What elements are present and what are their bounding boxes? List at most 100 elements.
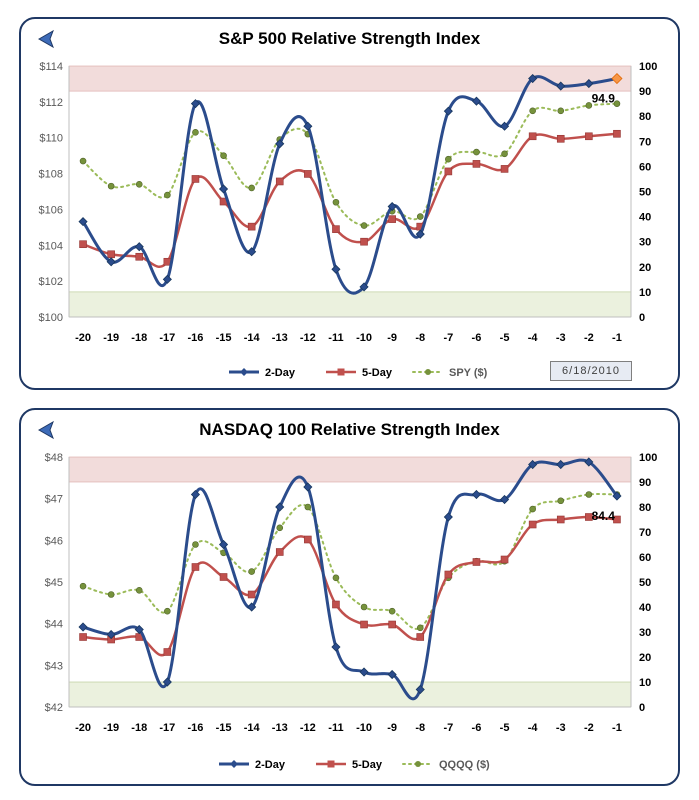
x-tick-label: -5 xyxy=(500,332,510,344)
two-day-point xyxy=(415,229,425,239)
x-tick-label: -1 xyxy=(612,332,622,344)
price-point xyxy=(585,102,593,109)
x-tick-label: -10 xyxy=(356,332,372,344)
five-day-point xyxy=(247,590,256,599)
left-tick-label: $108 xyxy=(39,169,63,181)
price-point xyxy=(501,150,508,158)
five-day-point xyxy=(500,555,509,564)
two-day-point xyxy=(584,457,594,467)
legend-five-day-marker xyxy=(327,760,335,768)
price-point xyxy=(529,505,536,513)
right-tick-label: 90 xyxy=(639,477,651,489)
two-day-point xyxy=(134,242,144,252)
five-day-point xyxy=(416,633,425,641)
left-tick-label: $110 xyxy=(39,133,63,145)
left-tick-label: $42 xyxy=(45,702,63,714)
price-point xyxy=(557,107,565,115)
right-tick-label: 40 xyxy=(639,212,651,224)
x-tick-label: -4 xyxy=(528,722,539,734)
right-tick-label: 30 xyxy=(639,237,651,249)
x-tick-label: -6 xyxy=(472,722,482,734)
x-tick-label: -15 xyxy=(216,332,232,344)
price-point xyxy=(388,607,396,615)
five-day-point xyxy=(332,600,340,609)
two-day-point xyxy=(331,264,341,274)
five-day-point xyxy=(304,535,312,544)
two-day-point xyxy=(359,282,369,292)
oversold-band xyxy=(68,681,632,708)
chart-svg: $100 $102 $104 $106 $108 $110 $112 $114 0 10 20 30 4… xyxy=(37,29,657,379)
two-day-point xyxy=(331,642,341,652)
right-tick-label: 10 xyxy=(639,677,651,689)
legend-two-day-marker xyxy=(230,760,238,768)
right-tick-label: 70 xyxy=(639,136,651,148)
x-tick-label: -3 xyxy=(556,332,566,344)
two-day-point xyxy=(556,81,566,91)
price-point xyxy=(248,568,255,575)
two-day-point xyxy=(359,667,369,677)
x-tick-label: -16 xyxy=(187,722,203,734)
five-day-point xyxy=(360,620,368,629)
price-point xyxy=(416,213,424,220)
price-point xyxy=(164,191,171,199)
overbought-band xyxy=(68,456,632,483)
five-day-point xyxy=(444,570,453,579)
x-tick-label: -18 xyxy=(131,722,147,734)
right-tick-label: 50 xyxy=(639,577,651,589)
left-tick-label: $106 xyxy=(39,204,63,216)
nasdaq100-rsi-panel: NASDAQ 100 Relative Strength Index $42 $4… xyxy=(19,408,680,786)
two-day-line xyxy=(82,458,619,701)
right-tick-label: 50 xyxy=(639,187,651,199)
data-label: 84.4 xyxy=(592,509,616,523)
five-day-point xyxy=(79,633,87,641)
five-day-point xyxy=(556,515,565,524)
x-tick-label: -10 xyxy=(356,722,372,734)
legend-five-day-label: 5-Day xyxy=(352,759,383,771)
chart-title: NASDAQ 100 Relative Strength Index xyxy=(199,420,500,439)
legend-price-marker xyxy=(425,369,431,375)
right-tick-label: 90 xyxy=(639,86,651,98)
x-tick-label: -11 xyxy=(328,722,343,734)
x-tick-label: -13 xyxy=(272,722,288,734)
x-tick-label: -17 xyxy=(159,722,175,734)
two-day-point xyxy=(247,247,257,257)
x-tick-label: -9 xyxy=(387,722,397,734)
two-day-point xyxy=(275,502,285,512)
five-day-point xyxy=(275,177,284,186)
x-tick-label: -3 xyxy=(556,722,566,734)
chart-title: S&P 500 Relative Strength Index xyxy=(218,29,481,48)
five-day-point xyxy=(528,132,537,141)
x-tick-label: -18 xyxy=(131,332,147,344)
x-tick-label: -12 xyxy=(300,332,316,344)
x-tick-label: -9 xyxy=(387,332,397,344)
left-tick-label: $45 xyxy=(45,577,63,589)
five-day-point xyxy=(388,620,396,629)
two-day-point xyxy=(443,512,453,522)
two-day-point xyxy=(303,482,313,492)
right-tick-label: 20 xyxy=(639,262,651,274)
right-tick-label: 60 xyxy=(639,161,651,173)
five-day-point xyxy=(79,240,87,249)
x-tick-label: -19 xyxy=(103,722,119,734)
price-point xyxy=(135,181,143,188)
five-day-point xyxy=(332,225,340,233)
price-series-line xyxy=(82,493,618,630)
right-tick-label: 100 xyxy=(639,452,657,464)
five-day-point xyxy=(304,170,312,178)
price-point xyxy=(445,155,452,163)
two-day-point xyxy=(275,139,285,149)
five-day-point xyxy=(613,515,621,524)
x-tick-label: -15 xyxy=(216,722,232,734)
two-day-point xyxy=(303,121,313,131)
sp500-rsi-panel: S&P 500 Relative Strength Index 6/18/201… xyxy=(19,17,680,390)
price-point xyxy=(557,497,565,505)
right-tick-label: 80 xyxy=(639,502,651,514)
x-tick-label: -7 xyxy=(443,332,453,344)
five-day-point xyxy=(163,648,172,656)
x-tick-label: -2 xyxy=(584,722,594,734)
left-tick-label: $112 xyxy=(39,97,63,109)
price-point xyxy=(107,182,115,190)
right-tick-label: 0 xyxy=(639,312,645,324)
legend-two-day-label: 2-Day xyxy=(265,367,296,379)
five-day-point xyxy=(613,129,621,138)
